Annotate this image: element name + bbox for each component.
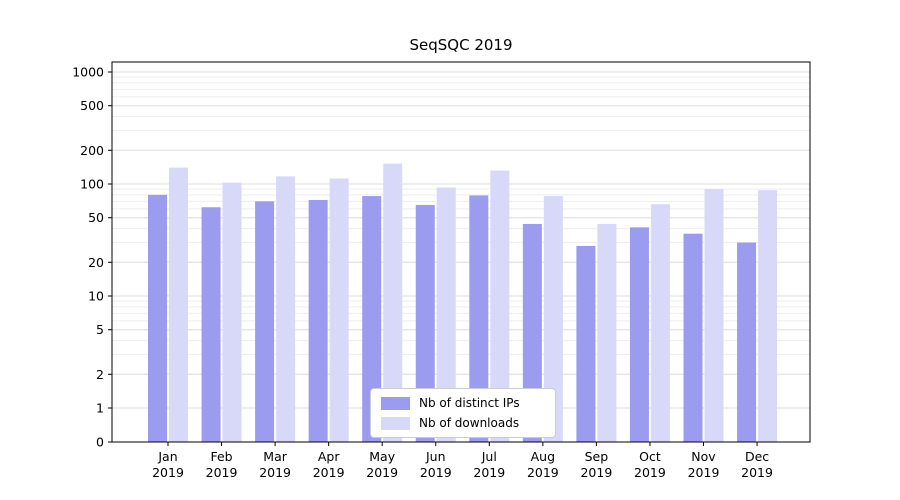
y-tick-label: 5 bbox=[96, 322, 104, 337]
bar-distinct-ips bbox=[255, 201, 275, 442]
bar-downloads bbox=[329, 178, 349, 442]
bar-distinct-ips bbox=[522, 223, 542, 442]
bar-distinct-ips bbox=[576, 245, 596, 442]
bar-downloads bbox=[704, 189, 724, 442]
legend: Nb of distinct IPs Nb of downloads bbox=[370, 388, 556, 438]
bar-distinct-ips bbox=[415, 204, 435, 442]
bar-distinct-ips bbox=[469, 195, 489, 442]
x-tick-label-month: Oct bbox=[639, 449, 661, 464]
x-tick-label-year: 2019 bbox=[634, 465, 666, 480]
x-tick-label-year: 2019 bbox=[741, 465, 773, 480]
y-tick-label: 0 bbox=[96, 435, 104, 450]
plot-border bbox=[111, 61, 811, 443]
bar-downloads bbox=[597, 223, 617, 442]
legend-item-distinct-ips: Nb of distinct IPs bbox=[381, 396, 545, 410]
x-tick-label-year: 2019 bbox=[259, 465, 291, 480]
x-tick-label-month: Feb bbox=[210, 449, 232, 464]
bar-distinct-ips bbox=[201, 207, 221, 442]
y-tick-label: 500 bbox=[80, 98, 104, 113]
bar-downloads bbox=[169, 167, 188, 442]
bar-distinct-ips bbox=[629, 227, 649, 442]
bar-downloads bbox=[436, 187, 456, 442]
y-tick-label: 10 bbox=[88, 289, 104, 304]
x-tick-label-month: Jun bbox=[425, 449, 446, 464]
bar-downloads bbox=[543, 196, 563, 442]
bar-distinct-ips bbox=[308, 199, 328, 442]
x-tick-label-month: Mar bbox=[263, 449, 287, 464]
x-tick-label-month: Jan bbox=[157, 449, 177, 464]
x-tick-label-year: 2019 bbox=[580, 465, 612, 480]
x-tick-label-year: 2019 bbox=[366, 465, 398, 480]
legend-item-downloads: Nb of downloads bbox=[381, 416, 545, 430]
legend-swatch-downloads bbox=[381, 416, 410, 430]
y-tick-label: 200 bbox=[80, 143, 104, 158]
legend-label-downloads: Nb of downloads bbox=[419, 416, 520, 430]
x-tick-label-month: Nov bbox=[691, 449, 716, 464]
x-tick-label-year: 2019 bbox=[688, 465, 720, 480]
y-tick-label: 100 bbox=[80, 177, 104, 192]
legend-swatch-distinct-ips bbox=[381, 396, 410, 410]
bar-distinct-ips bbox=[737, 242, 757, 442]
bar-downloads bbox=[650, 204, 670, 442]
x-tick-label-month: Jul bbox=[481, 449, 497, 464]
x-tick-label-month: May bbox=[369, 449, 395, 464]
bar-downloads bbox=[276, 176, 296, 442]
x-tick-label-year: 2019 bbox=[152, 465, 184, 480]
x-tick-label-month: Dec bbox=[745, 449, 769, 464]
x-tick-label-year: 2019 bbox=[206, 465, 238, 480]
x-tick-label-month: Apr bbox=[318, 449, 340, 464]
bar-downloads bbox=[490, 170, 510, 442]
y-tick-label: 2 bbox=[96, 367, 104, 382]
bar-distinct-ips bbox=[362, 196, 382, 442]
bar-downloads bbox=[758, 190, 778, 442]
x-tick-label-year: 2019 bbox=[527, 465, 559, 480]
x-tick-label-month: Sep bbox=[585, 449, 609, 464]
y-tick-label: 1000 bbox=[72, 65, 104, 80]
x-tick-label-month: Aug bbox=[531, 449, 555, 464]
bar-distinct-ips bbox=[148, 194, 167, 442]
y-tick-label: 1 bbox=[96, 401, 104, 416]
legend-label-distinct-ips: Nb of distinct IPs bbox=[419, 396, 520, 410]
x-tick-label-year: 2019 bbox=[473, 465, 505, 480]
chart-title: SeqSQC 2019 bbox=[409, 36, 513, 54]
bar-downloads bbox=[222, 182, 242, 442]
x-tick-label-year: 2019 bbox=[313, 465, 345, 480]
x-tick-label-year: 2019 bbox=[420, 465, 452, 480]
bar-downloads bbox=[383, 163, 403, 442]
y-tick-label: 20 bbox=[88, 255, 104, 270]
bar-distinct-ips bbox=[683, 233, 703, 442]
y-tick-label: 50 bbox=[88, 210, 104, 225]
